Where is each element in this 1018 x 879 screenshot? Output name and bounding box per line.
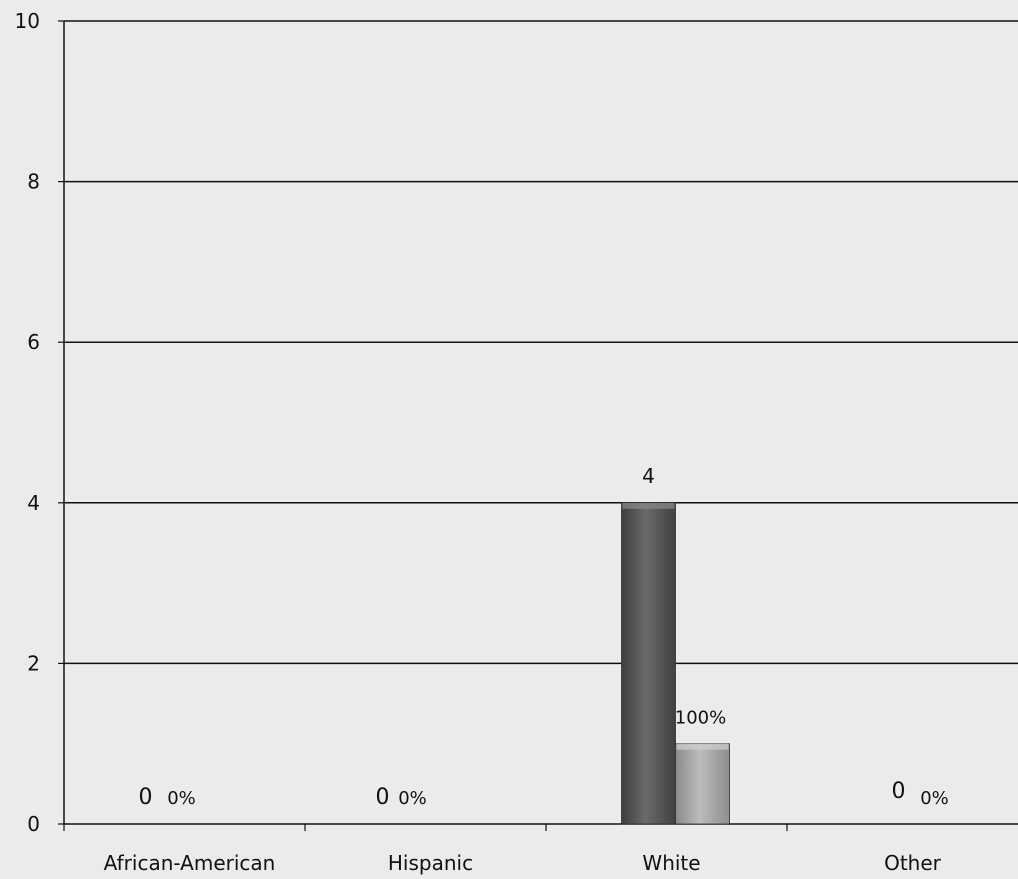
bar-bevel [622, 502, 675, 509]
axes [63, 21, 1018, 831]
bar-bevel [676, 743, 729, 750]
y-axis-ticks: 0 2 4 6 8 10 [15, 9, 64, 836]
y-tick-label: 6 [27, 330, 40, 354]
y-tick-label: 2 [27, 651, 40, 675]
data-label-count: 4 [642, 464, 655, 488]
y-tick-label: 0 [27, 812, 40, 836]
data-label-count: 0 [892, 779, 906, 804]
y-tick-label: 8 [27, 170, 40, 194]
data-label-percent: 0% [167, 788, 196, 809]
y-tick-label: 4 [27, 491, 40, 515]
x-category-label: Hispanic [388, 851, 473, 875]
bar-percent [675, 743, 730, 825]
data-label-count: 0 [139, 785, 153, 810]
data-label-percent: 0% [920, 788, 949, 809]
data-label-count: 0 [376, 785, 390, 810]
data-label-percent: 100% [675, 708, 726, 729]
x-category-label: White [642, 851, 700, 875]
data-label-percent: 0% [398, 788, 427, 809]
bar-count [621, 502, 676, 825]
x-category-label: African-American [104, 851, 276, 875]
bars [621, 502, 730, 825]
x-category-label: Other [884, 851, 942, 875]
category-labels: African-American Hispanic White Other [104, 851, 942, 875]
gridlines [64, 20, 1018, 665]
data-labels: 0 0% 0 0% 4 100% 0 0% [139, 464, 949, 810]
y-tick-label: 10 [15, 9, 40, 33]
